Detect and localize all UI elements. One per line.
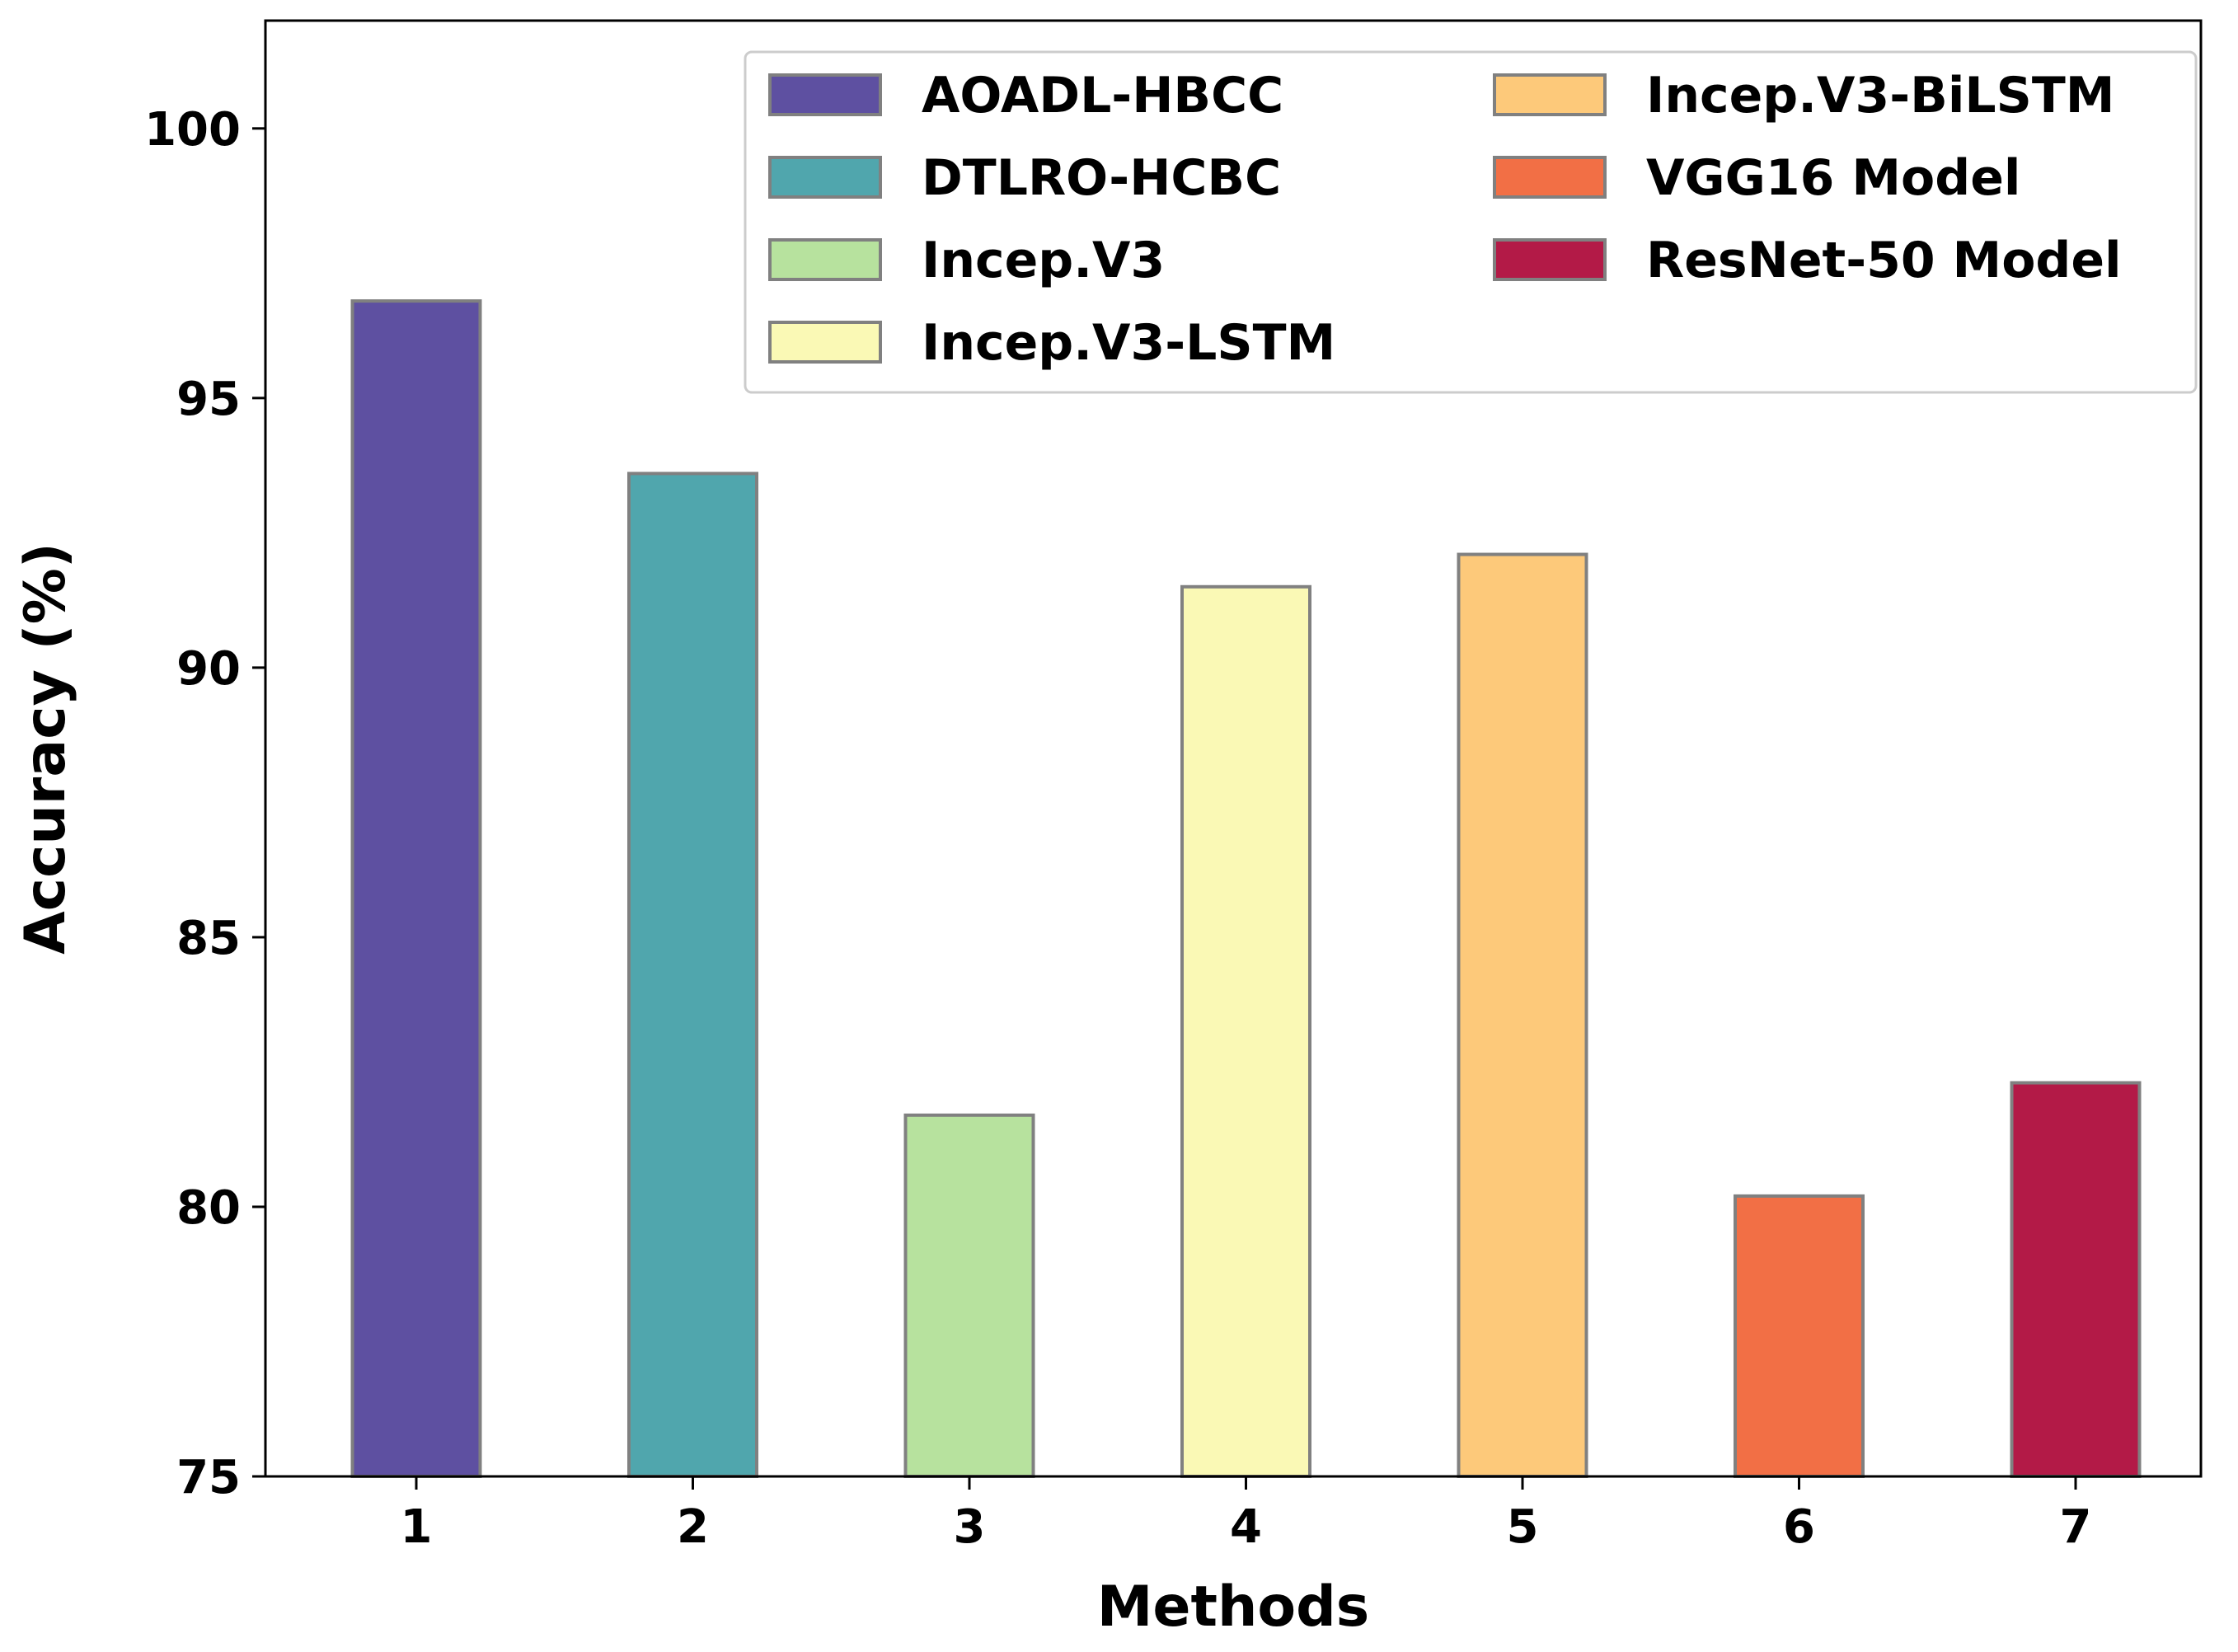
x-tick-label-6: 6 <box>1783 1500 1815 1554</box>
legend-box <box>744 50 2198 394</box>
plot-frame <box>264 19 2203 1478</box>
x-tick-label-5: 5 <box>1507 1500 1539 1554</box>
bars-group <box>350 299 2142 1479</box>
legend-label-4: Incep.V3-LSTM <box>922 314 1335 372</box>
x-tick-label-2: 2 <box>677 1500 709 1554</box>
x-tick-label-7: 7 <box>2060 1500 2092 1554</box>
legend-label-5: Incep.V3-BiLSTM <box>1646 67 2115 124</box>
bar-3 <box>903 1113 1035 1479</box>
x-tick-label-1: 1 <box>401 1500 433 1554</box>
legend-swatch-3 <box>768 238 882 281</box>
legend-swatch-2 <box>768 156 882 199</box>
y-tick-label-95: 95 <box>176 373 241 426</box>
legend-label-2: DTLRO-HCBC <box>922 149 1281 207</box>
legend-label-6: VGG16 Model <box>1646 149 2020 207</box>
legend-swatch-5 <box>1493 73 1607 116</box>
y-tick-label-85: 85 <box>176 912 241 965</box>
legend-label-3: Incep.V3 <box>922 232 1165 289</box>
x-axis-title: Methods <box>1097 1575 1370 1640</box>
x-axis: 1 2 3 4 5 6 7 <box>401 1476 2092 1554</box>
bar-4 <box>1180 584 1311 1478</box>
y-tick-label-90: 90 <box>176 642 241 696</box>
bar-1 <box>350 299 482 1478</box>
x-tick-label-4: 4 <box>1230 1500 1262 1554</box>
y-axis: 75 80 85 90 95 100 <box>144 103 265 1504</box>
legend-label-7: ResNet-50 Model <box>1646 232 2122 289</box>
bar-6 <box>1734 1194 1865 1478</box>
legend-swatch-6 <box>1493 156 1607 199</box>
bar-7 <box>2010 1081 2142 1478</box>
bar-2 <box>627 472 758 1478</box>
x-tick-label-3: 3 <box>954 1500 986 1554</box>
y-tick-label-80: 80 <box>176 1181 241 1235</box>
y-axis-title: Accuracy (%) <box>13 542 78 955</box>
legend-swatch-1 <box>768 73 882 116</box>
bar-5 <box>1457 552 1588 1478</box>
y-tick-label-75: 75 <box>176 1451 241 1504</box>
y-tick-label-100: 100 <box>144 103 241 157</box>
legend-swatch-7 <box>1493 238 1607 281</box>
legend-swatch-4 <box>768 321 882 364</box>
legend-label-1: AOADL-HBCC <box>922 67 1283 124</box>
legend: AOADL-HBCC DTLRO-HCBC Incep.V3 Incep.V3-LST… <box>744 50 2198 394</box>
